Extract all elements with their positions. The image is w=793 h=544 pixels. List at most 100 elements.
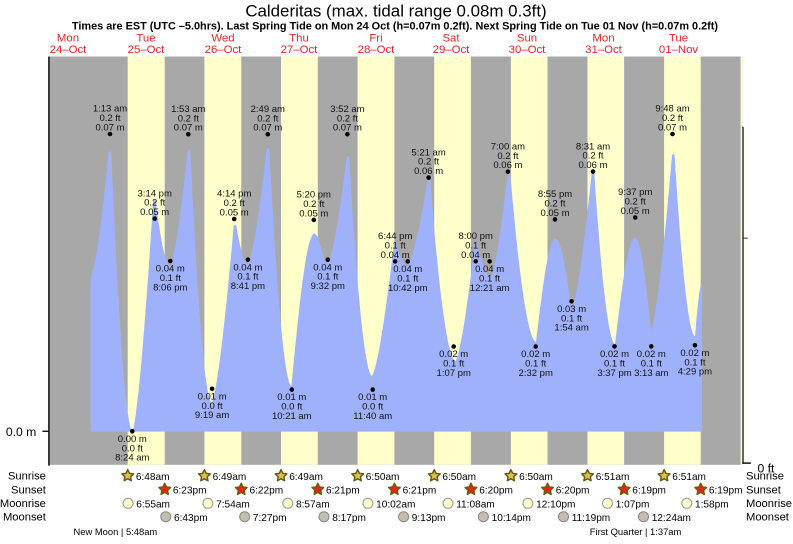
svg-text:1:13 am: 1:13 am: [93, 104, 127, 115]
svg-text:10:14pm: 10:14pm: [492, 513, 531, 524]
svg-text:0.2 ft: 0.2 ft: [99, 113, 120, 124]
svg-text:8:57am: 8:57am: [296, 499, 330, 510]
svg-text:Sat: Sat: [442, 33, 460, 45]
svg-text:0.2 ft: 0.2 ft: [544, 199, 565, 210]
svg-text:0.1 ft: 0.1 ft: [561, 313, 582, 324]
svg-text:6:51am: 6:51am: [596, 472, 630, 483]
svg-text:1:58pm: 1:58pm: [695, 499, 729, 510]
svg-text:2:32 pm: 2:32 pm: [519, 368, 553, 379]
svg-text:0.1 ft: 0.1 ft: [160, 273, 181, 284]
svg-text:0.0 ft: 0.0 ft: [362, 402, 383, 413]
svg-text:0.1 ft: 0.1 ft: [237, 272, 258, 283]
svg-text:6:55am: 6:55am: [136, 499, 170, 510]
svg-text:0.07 m: 0.07 m: [333, 123, 362, 134]
svg-text:6:21pm: 6:21pm: [403, 486, 437, 497]
svg-text:0.00 m: 0.00 m: [118, 434, 147, 445]
svg-text:0.1 ft: 0.1 ft: [604, 358, 625, 369]
svg-text:0.2 ft: 0.2 ft: [497, 151, 518, 162]
svg-text:0.04 m: 0.04 m: [156, 264, 185, 275]
svg-text:0.07 m: 0.07 m: [174, 123, 203, 134]
svg-text:0.04 m: 0.04 m: [313, 262, 342, 273]
svg-text:1:07 pm: 1:07 pm: [437, 368, 471, 379]
svg-text:0.04 m: 0.04 m: [475, 264, 504, 275]
svg-text:0.1 ft: 0.1 ft: [385, 241, 406, 252]
svg-text:0.1 ft: 0.1 ft: [397, 273, 418, 284]
svg-text:12:10pm: 12:10pm: [536, 499, 575, 510]
svg-text:9:32 pm: 9:32 pm: [311, 281, 345, 292]
svg-text:9:19 am: 9:19 am: [195, 410, 229, 421]
svg-text:26–Oct: 26–Oct: [205, 44, 243, 56]
svg-text:3:14 pm: 3:14 pm: [138, 188, 172, 199]
svg-text:7:54am: 7:54am: [216, 499, 250, 510]
svg-text:6:21pm: 6:21pm: [326, 486, 360, 497]
svg-text:Wed: Wed: [211, 33, 234, 45]
svg-text:6:19pm: 6:19pm: [709, 486, 743, 497]
svg-text:0.04 m: 0.04 m: [393, 264, 422, 275]
svg-text:6:20pm: 6:20pm: [556, 486, 590, 497]
svg-text:5:21 am: 5:21 am: [411, 147, 445, 158]
svg-text:6:43pm: 6:43pm: [174, 513, 208, 524]
svg-text:4:14 pm: 4:14 pm: [217, 189, 251, 200]
svg-text:0.02 m: 0.02 m: [637, 349, 666, 360]
svg-text:10:02am: 10:02am: [376, 499, 415, 510]
svg-text:1:07pm: 1:07pm: [616, 499, 650, 510]
svg-text:0.05 m: 0.05 m: [140, 207, 169, 218]
svg-text:8:31 am: 8:31 am: [576, 141, 610, 152]
svg-text:7:00 am: 7:00 am: [491, 141, 525, 152]
svg-text:6:50am: 6:50am: [519, 472, 553, 483]
svg-text:25–Oct: 25–Oct: [128, 44, 166, 56]
svg-text:8:41 pm: 8:41 pm: [231, 281, 265, 292]
svg-text:0.1 ft: 0.1 ft: [317, 272, 338, 283]
svg-text:11:08am: 11:08am: [456, 499, 495, 510]
svg-text:29–Oct: 29–Oct: [433, 44, 471, 56]
svg-text:0.0 ft: 0.0 ft: [202, 401, 223, 412]
svg-text:4:29 pm: 4:29 pm: [678, 367, 712, 378]
svg-text:6:20pm: 6:20pm: [479, 486, 513, 497]
svg-text:0.05 m: 0.05 m: [299, 208, 328, 219]
svg-text:Sunrise: Sunrise: [746, 471, 784, 483]
svg-text:6:48am: 6:48am: [136, 472, 170, 483]
svg-text:Tue: Tue: [136, 33, 155, 45]
svg-text:30–Oct: 30–Oct: [509, 44, 547, 56]
svg-text:Moonset: Moonset: [746, 512, 790, 524]
svg-text:8:06 pm: 8:06 pm: [153, 282, 187, 293]
svg-text:8:00 pm: 8:00 pm: [459, 231, 493, 242]
svg-text:0.0 ft: 0.0 ft: [122, 443, 143, 454]
svg-text:8:17pm: 8:17pm: [332, 513, 366, 524]
svg-text:5:20 pm: 5:20 pm: [297, 190, 331, 201]
svg-text:1:53 am: 1:53 am: [171, 104, 205, 115]
svg-text:0.1 ft: 0.1 ft: [443, 359, 464, 370]
svg-text:0 ft: 0 ft: [758, 462, 776, 476]
svg-text:2:49 am: 2:49 am: [251, 104, 285, 115]
svg-text:6:49am: 6:49am: [289, 472, 323, 483]
svg-text:28–Oct: 28–Oct: [358, 44, 396, 56]
svg-text:6:49am: 6:49am: [213, 472, 247, 483]
svg-text:New Moon | 5:48am: New Moon | 5:48am: [74, 526, 158, 537]
svg-text:Sunrise: Sunrise: [8, 471, 46, 483]
svg-text:0.0 m: 0.0 m: [6, 425, 36, 439]
svg-text:6:51am: 6:51am: [672, 472, 706, 483]
svg-text:10:21 am: 10:21 am: [272, 411, 312, 422]
svg-text:0.2 ft: 0.2 ft: [337, 113, 358, 124]
svg-text:0.07 m: 0.07 m: [253, 123, 282, 134]
svg-text:Sunset: Sunset: [11, 484, 47, 496]
svg-text:0.01 m: 0.01 m: [198, 391, 227, 402]
svg-text:0.04 m: 0.04 m: [381, 250, 410, 261]
svg-text:0.04 m: 0.04 m: [233, 262, 262, 273]
svg-text:31–Oct: 31–Oct: [585, 44, 623, 56]
svg-text:0.1 ft: 0.1 ft: [641, 358, 662, 369]
svg-text:Moonrise: Moonrise: [0, 498, 46, 510]
svg-text:0.1 ft: 0.1 ft: [525, 359, 546, 370]
svg-text:0.2 ft: 0.2 ft: [582, 151, 603, 162]
svg-text:0.02 m: 0.02 m: [600, 349, 629, 360]
svg-text:8:55 pm: 8:55 pm: [538, 189, 572, 200]
svg-text:3:37 pm: 3:37 pm: [597, 368, 631, 379]
svg-text:0.2 ft: 0.2 ft: [662, 113, 683, 124]
svg-text:0.07 m: 0.07 m: [95, 123, 124, 134]
svg-text:0.02 m: 0.02 m: [680, 348, 709, 359]
svg-text:6:50am: 6:50am: [442, 472, 476, 483]
svg-text:6:19pm: 6:19pm: [632, 486, 666, 497]
svg-text:0.05 m: 0.05 m: [220, 208, 249, 219]
svg-text:24–Oct: 24–Oct: [50, 44, 88, 56]
svg-text:0.06 m: 0.06 m: [578, 160, 607, 171]
